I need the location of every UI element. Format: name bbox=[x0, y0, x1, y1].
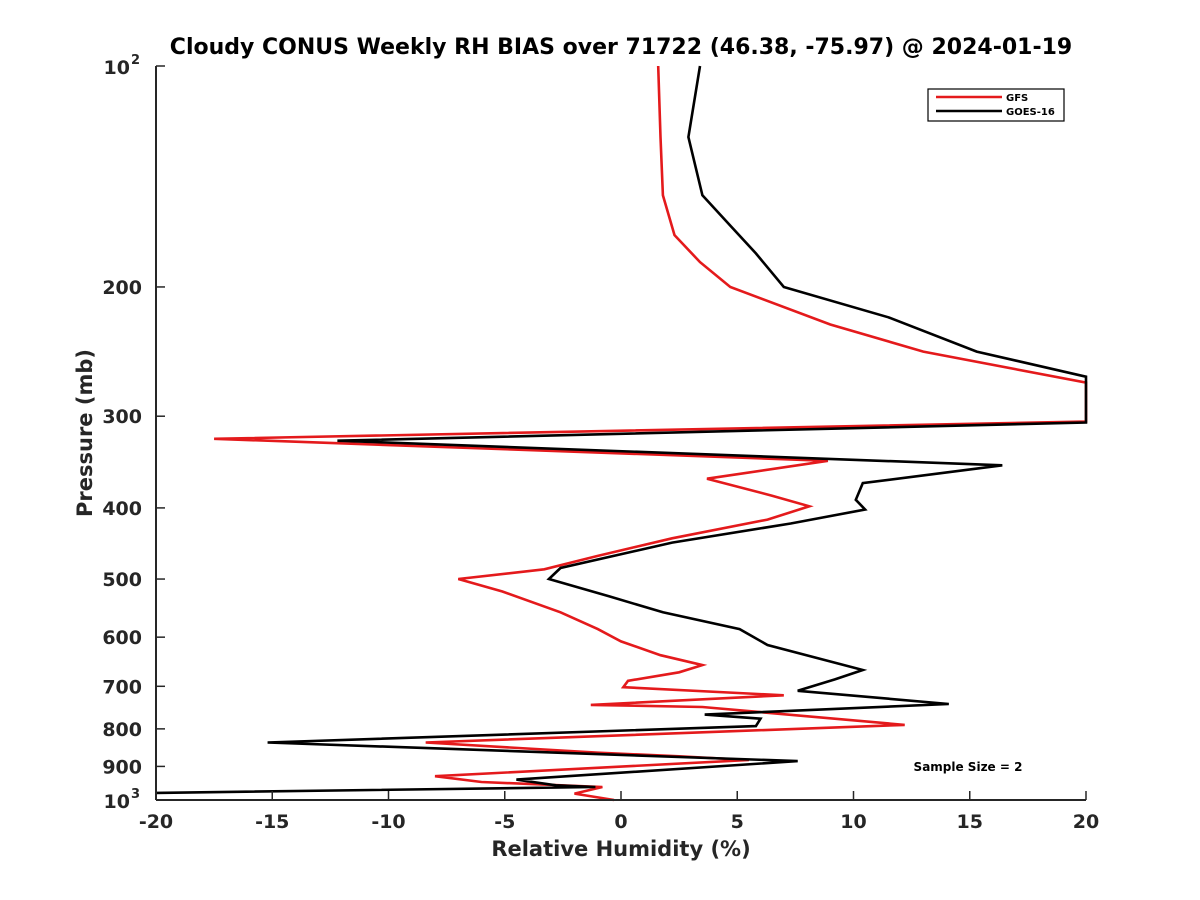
y-tick-label-text: 900 bbox=[102, 756, 142, 778]
x-tick-label: -10 bbox=[371, 811, 405, 833]
y-tick-label-exponent: 2 bbox=[131, 53, 140, 68]
y-tick-label: 10 3 bbox=[104, 787, 141, 813]
legend-label-gfs: GFS bbox=[1006, 93, 1028, 104]
y-tick-label-base: 10 bbox=[104, 57, 130, 79]
x-tick-label: 15 bbox=[957, 811, 983, 833]
chart-title: Cloudy CONUS Weekly RH BIAS over 71722 (… bbox=[170, 35, 1072, 60]
y-tick-label-base: 10 bbox=[104, 791, 130, 813]
y-tick-label-text: 400 bbox=[102, 498, 142, 520]
y-tick-label-text: 300 bbox=[102, 406, 142, 428]
legend-box bbox=[927, 88, 1065, 122]
series-layer bbox=[155, 65, 1088, 802]
x-ticks: -20 -15 -10 -5 0 5 10 15 20 bbox=[139, 791, 1099, 833]
y-tick-label: 300 bbox=[102, 406, 142, 428]
x-tick-label: 10 bbox=[840, 811, 866, 833]
y-tick-label: 700 bbox=[102, 676, 142, 698]
y-tick-label: 900 bbox=[102, 756, 142, 778]
y-tick-label: 500 bbox=[102, 569, 142, 591]
x-tick-label: -15 bbox=[255, 811, 289, 833]
y-tick-label: 200 bbox=[102, 277, 142, 299]
y-tick-label: 10 2 bbox=[104, 53, 141, 79]
y-tick-label: 800 bbox=[102, 719, 142, 741]
y-tick-label: 600 bbox=[102, 627, 142, 649]
y-tick-label: 400 bbox=[102, 498, 142, 520]
x-tick-label: 20 bbox=[1073, 811, 1099, 833]
legend: GFS GOES-16 bbox=[927, 88, 1065, 122]
y-tick-label-text: 200 bbox=[102, 277, 142, 299]
y-tick-label-exponent: 3 bbox=[131, 787, 140, 802]
y-tick-label-text: 800 bbox=[102, 719, 142, 741]
y-tick-label-text: 600 bbox=[102, 627, 142, 649]
x-tick-label: -5 bbox=[494, 811, 515, 833]
y-tick-label-text: 500 bbox=[102, 569, 142, 591]
sample-size-annotation: Sample Size = 2 bbox=[914, 760, 1023, 774]
x-axis-label: Relative Humidity (%) bbox=[491, 837, 750, 861]
x-tick-label: 0 bbox=[614, 811, 627, 833]
y-axis-label: Pressure (mb) bbox=[73, 349, 97, 517]
series-line-goes-16 bbox=[155, 65, 1088, 795]
x-tick-label: -20 bbox=[139, 811, 173, 833]
x-tick-label: 5 bbox=[731, 811, 744, 833]
y-tick-label-text: 700 bbox=[102, 676, 142, 698]
legend-label-goes: GOES-16 bbox=[1006, 107, 1055, 118]
